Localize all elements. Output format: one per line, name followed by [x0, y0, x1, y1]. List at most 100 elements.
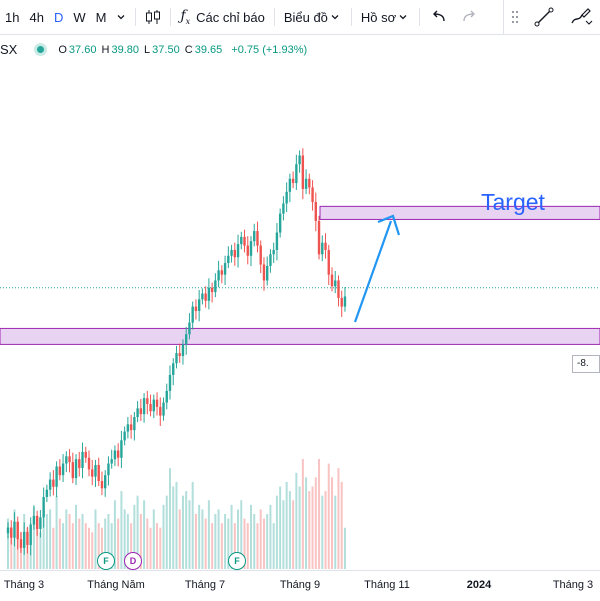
open-value: 37.60	[68, 43, 97, 56]
candle-body	[116, 450, 120, 458]
volume-bar	[227, 518, 230, 569]
candle-body	[155, 399, 159, 407]
ohlc-values: O 37.60 H 39.80 L 37.50 C 39.65 +0.75 (+1.93…	[58, 44, 309, 56]
candle-body	[181, 344, 185, 357]
candle-body	[84, 451, 87, 458]
x-tick: 2024	[466, 579, 492, 591]
chart-menu-button[interactable]: Biểu đồ	[279, 0, 347, 34]
candle-body	[48, 479, 52, 490]
profile-menu-label: Hồ sơ	[360, 9, 397, 25]
candle-body	[129, 424, 133, 431]
market-status-dot	[37, 46, 45, 53]
volume-bar	[55, 495, 58, 569]
profile-menu-button[interactable]: Hồ sơ	[356, 0, 415, 34]
trend-line-icon[interactable]	[533, 6, 555, 28]
volume-bar	[230, 504, 233, 569]
event-marker-f[interactable]: F	[97, 552, 115, 570]
volume-bar	[191, 481, 194, 569]
volume-bar	[246, 523, 249, 569]
candle-body	[136, 408, 139, 418]
candle-body	[52, 479, 55, 487]
candle-body	[81, 451, 84, 468]
symbol-label[interactable]: SX	[0, 42, 18, 57]
toolbar-divider	[273, 8, 275, 26]
toolbar-divider	[135, 8, 137, 26]
volume-bar	[318, 459, 321, 569]
candle-body	[149, 403, 152, 412]
volume-bar	[139, 514, 142, 569]
volume-bar	[272, 523, 275, 569]
volume-bar	[217, 509, 220, 569]
candle-body	[35, 515, 39, 529]
candle-body	[207, 287, 211, 301]
interval-1h[interactable]: 1h	[5, 9, 20, 25]
volume-bar	[259, 509, 262, 569]
volume-bar	[81, 514, 84, 569]
volume-bar	[169, 468, 171, 569]
price-scale-tag: -8.	[572, 355, 600, 373]
candle-body	[142, 398, 146, 415]
volume-bar	[204, 518, 207, 569]
volume-bar	[175, 481, 178, 569]
indicators-button[interactable]: ƒx Các chỉ báo	[175, 0, 269, 34]
candle-body	[152, 399, 155, 412]
redo-icon	[463, 10, 476, 22]
volume-bar	[149, 527, 152, 569]
interval-dropdown-chevron-icon[interactable]	[111, 0, 131, 34]
target-arrow-line	[353, 220, 393, 323]
undo-icon	[433, 10, 445, 22]
brush-icon[interactable]	[569, 6, 593, 28]
top-toolbar: 1h 4h D W M ƒx Các chỉ báo Biểu đồ Hồ sơ	[0, 0, 600, 35]
price-chart[interactable]	[0, 34, 600, 570]
interval-4h[interactable]: 4h	[29, 9, 44, 25]
volume-bar	[32, 504, 35, 569]
event-marker-d[interactable]: D	[124, 552, 142, 570]
candle-body	[10, 527, 13, 538]
candle-body	[301, 155, 305, 189]
volume-bars	[7, 459, 346, 569]
candle-body	[188, 322, 191, 335]
candle-body	[32, 515, 36, 525]
high-label: H	[101, 43, 110, 56]
volume-bar	[321, 495, 324, 569]
candle-body	[249, 241, 253, 256]
price-zones	[0, 205, 600, 345]
candle-body	[214, 280, 217, 293]
candle-body	[178, 353, 181, 357]
candle-body	[253, 231, 256, 242]
candle-body	[162, 402, 165, 416]
volume-bar	[269, 504, 272, 569]
candle-body	[327, 249, 330, 275]
volume-bar	[110, 523, 113, 569]
candle-body	[139, 408, 143, 415]
volume-bar	[159, 527, 162, 569]
candle-body	[317, 220, 321, 255]
candle-body	[246, 245, 249, 256]
interval-m[interactable]: M	[95, 9, 107, 25]
candle-body	[340, 297, 343, 307]
volume-bar	[7, 518, 9, 569]
interval-w[interactable]: W	[73, 9, 86, 25]
candle-body	[120, 440, 123, 458]
chart-menu-label: Biểu đồ	[283, 9, 328, 25]
interval-d[interactable]: D	[53, 9, 64, 25]
candle-body	[330, 274, 334, 287]
drag-handle-icon[interactable]	[511, 9, 519, 25]
candle-body	[233, 249, 236, 258]
undo-button[interactable]	[424, 0, 454, 34]
event-marker-f[interactable]: F	[228, 552, 246, 570]
volume-bar	[172, 486, 175, 569]
candle-type-button[interactable]	[140, 0, 166, 34]
x-tick: Tháng 11	[364, 579, 410, 591]
candle-body	[278, 213, 282, 233]
candlesticks	[6, 148, 347, 556]
redo-button[interactable]	[454, 0, 484, 34]
volume-bar	[100, 527, 103, 569]
candle-body	[19, 539, 23, 548]
volume-bar	[233, 523, 236, 569]
chevron-down-icon	[399, 15, 407, 20]
candle-body	[16, 521, 19, 540]
candle-body	[168, 374, 172, 391]
candle-body	[165, 390, 168, 403]
indicators-label: Các chỉ báo	[196, 9, 265, 25]
